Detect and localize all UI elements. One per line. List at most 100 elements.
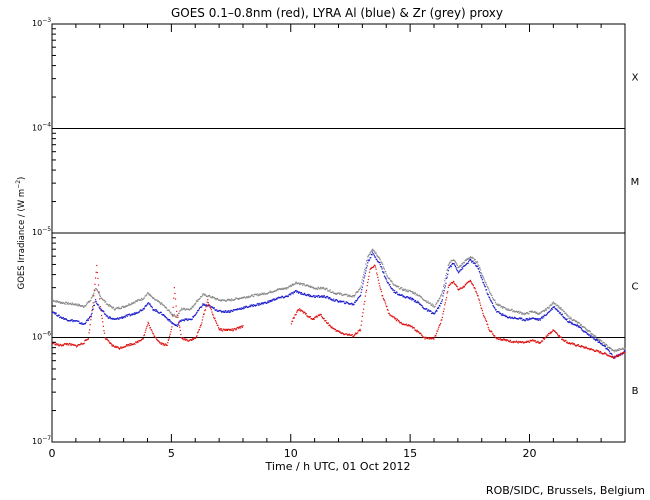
data-point (472, 257, 474, 259)
data-point (464, 260, 466, 262)
data-point (259, 304, 261, 306)
data-point (457, 270, 459, 272)
data-point (450, 283, 452, 285)
data-point (572, 343, 574, 346)
data-point (508, 316, 510, 318)
data-point (378, 282, 380, 285)
data-point (242, 308, 244, 310)
data-point (69, 302, 72, 305)
data-point (89, 324, 91, 326)
data-point (335, 330, 337, 332)
data-point (117, 317, 119, 319)
data-point (78, 303, 81, 306)
data-point (151, 305, 153, 308)
data-point (561, 314, 563, 316)
data-point (559, 306, 561, 309)
data-point (364, 269, 366, 271)
data-point (598, 341, 600, 344)
data-point (304, 312, 306, 314)
data-point (186, 318, 188, 320)
data-point (408, 296, 410, 299)
data-point (173, 313, 175, 316)
data-point (385, 277, 387, 279)
data-point (410, 296, 412, 299)
data-point (480, 307, 482, 309)
data-point (109, 304, 112, 307)
data-point (376, 255, 378, 257)
data-point (614, 349, 617, 351)
data-point (490, 330, 492, 332)
data-point (455, 284, 457, 286)
data-point (77, 344, 79, 347)
data-point (609, 346, 611, 349)
data-point (500, 338, 503, 341)
data-point (539, 318, 541, 320)
data-point (330, 326, 332, 328)
data-point (461, 266, 463, 269)
data-point (243, 306, 245, 308)
data-point (309, 295, 311, 298)
data-point (474, 288, 476, 290)
y-tick-base: 10 (32, 333, 42, 342)
data-point (99, 294, 101, 296)
data-point (407, 324, 409, 326)
data-point (411, 297, 414, 299)
data-point (560, 307, 562, 309)
data-point (121, 347, 123, 349)
data-point (592, 337, 594, 339)
data-point (338, 330, 340, 332)
data-point (413, 298, 415, 301)
data-point (605, 353, 608, 355)
data-point (348, 303, 350, 305)
data-point (368, 259, 371, 261)
data-point (252, 305, 254, 308)
data-point (140, 299, 142, 301)
data-point (476, 293, 478, 295)
data-point (62, 344, 64, 347)
data-point (136, 340, 138, 342)
data-point (604, 346, 606, 348)
data-point (543, 338, 546, 340)
data-point (556, 308, 558, 311)
data-point (114, 346, 116, 348)
data-point (473, 259, 475, 262)
data-point (334, 300, 336, 302)
data-point (355, 332, 357, 334)
data-point (474, 263, 476, 265)
data-point (596, 349, 599, 352)
data-point (570, 317, 572, 319)
data-point (573, 343, 575, 345)
data-point (300, 309, 302, 311)
data-point (136, 342, 138, 344)
data-point (305, 313, 307, 315)
data-point (582, 330, 584, 332)
data-point (445, 272, 448, 274)
data-point (111, 307, 113, 309)
data-point (184, 338, 186, 340)
data-point (553, 306, 556, 308)
data-point (190, 338, 192, 341)
data-point (240, 327, 242, 329)
data-point (238, 327, 240, 330)
data-point (528, 317, 531, 319)
data-point (320, 296, 322, 298)
data-point (151, 295, 153, 297)
data-point (399, 288, 401, 290)
data-point (352, 303, 354, 305)
data-point (580, 327, 582, 329)
data-point (452, 281, 454, 283)
data-point (608, 351, 611, 353)
data-point (581, 329, 583, 331)
data-point (77, 303, 79, 305)
data-point (64, 303, 66, 305)
data-point (482, 277, 485, 279)
data-point (339, 300, 341, 302)
series-0 (52, 248, 626, 353)
data-point (551, 308, 553, 311)
data-point (187, 319, 189, 321)
data-point (327, 322, 329, 324)
data-point (387, 277, 389, 279)
data-point (120, 317, 122, 319)
data-point (313, 294, 315, 297)
data-point (411, 325, 413, 327)
